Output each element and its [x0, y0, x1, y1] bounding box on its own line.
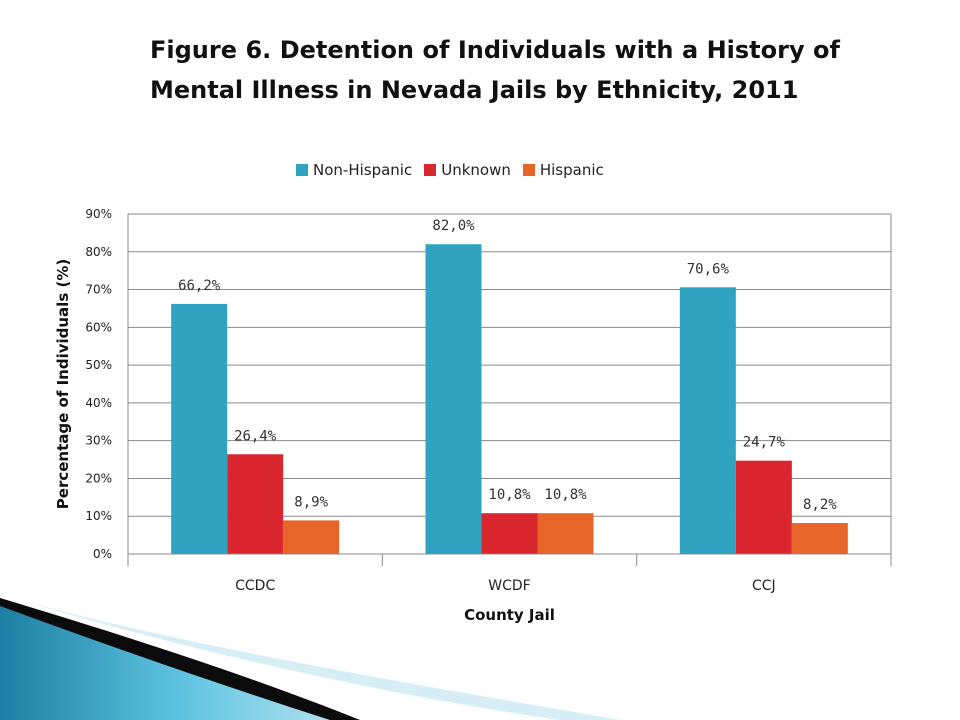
chart-title-line-2: Mental Illness in Nevada Jails by Ethnic… [150, 76, 799, 104]
bar-ccdc-hispanic [283, 520, 340, 554]
chart-title-line-1: Figure 6. Detention of Individuals with … [150, 36, 840, 64]
data-label: 66,2% [178, 278, 221, 294]
data-label: 24,7% [743, 435, 786, 451]
chart-legend: Non-Hispanic Unknown Hispanic [296, 158, 616, 182]
y-tick-label: 10% [85, 509, 112, 523]
legend-item-hispanic: Hispanic [522, 161, 604, 179]
y-tick-label: 80% [85, 245, 112, 259]
y-axis-title: Percentage of Individuals (%) [54, 259, 72, 509]
legend-label-non-hispanic: Non-Hispanic [313, 161, 413, 179]
legend-label-unknown: Unknown [441, 161, 511, 179]
bar-ccj-hispanic [791, 523, 848, 554]
data-label: 26,4% [234, 428, 277, 444]
bar-ccj-non-hispanic [679, 287, 736, 554]
data-label: 8,2% [803, 497, 837, 513]
data-label: 8,9% [294, 494, 328, 510]
decoration-black-swoosh [0, 598, 360, 720]
bar-wcdf-non-hispanic [425, 244, 482, 554]
legend-swatch-hispanic [522, 164, 535, 176]
x-tick-label: CCJ [752, 578, 776, 594]
data-label: 10,8% [544, 487, 587, 503]
data-label: 70,6% [687, 261, 730, 277]
bar-ccj-unknown [735, 460, 792, 554]
bar-wcdf-unknown [481, 513, 538, 554]
legend-label-hispanic: Hispanic [539, 161, 604, 179]
bar-ccdc-unknown [227, 454, 284, 554]
bar-wcdf-hispanic [537, 513, 594, 554]
legend-item-unknown: Unknown [424, 161, 511, 179]
data-label: 82,0% [432, 218, 475, 234]
legend-swatch-non-hispanic [296, 164, 308, 176]
x-tick-label: WCDF [488, 578, 530, 594]
y-tick-label: 70% [85, 283, 112, 297]
y-tick-label: 20% [85, 471, 112, 485]
y-tick-label: 50% [85, 358, 112, 372]
y-tick-label: 0% [93, 547, 112, 561]
y-tick-label: 90% [85, 207, 112, 221]
y-tick-label: 40% [85, 396, 112, 410]
data-label: 10,8% [488, 487, 531, 503]
y-tick-label: 30% [85, 434, 112, 448]
legend-swatch-unknown [424, 164, 437, 176]
chart-title: Figure 6. Detention of Individuals with … [150, 30, 840, 110]
x-axis-title: County Jail [464, 606, 555, 624]
legend-item-non-hispanic: Non-Hispanic [296, 161, 412, 179]
y-tick-label: 60% [85, 320, 112, 334]
x-tick-label: CCDC [235, 578, 275, 594]
bar-ccdc-non-hispanic [171, 303, 228, 554]
